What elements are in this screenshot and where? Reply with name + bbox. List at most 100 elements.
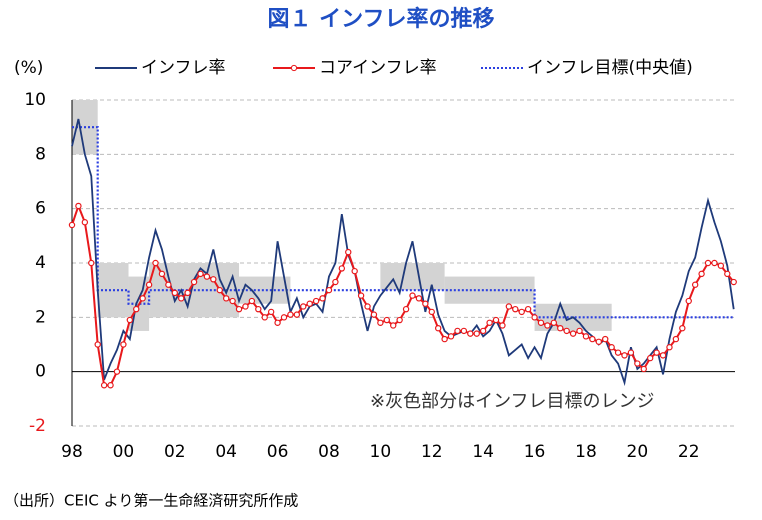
data-point	[582, 333, 590, 340]
data-point	[704, 259, 712, 267]
data-point	[133, 305, 140, 313]
data-point	[447, 333, 455, 340]
data-point	[460, 327, 468, 335]
data-point	[614, 349, 622, 356]
data-point	[120, 341, 127, 348]
data-point	[165, 281, 172, 288]
data-point	[595, 338, 603, 345]
data-point	[280, 314, 288, 321]
data-point	[139, 295, 146, 302]
data-point	[724, 270, 731, 278]
data-point	[287, 311, 294, 318]
data-point	[184, 289, 191, 297]
data-point	[203, 273, 211, 280]
data-point	[197, 270, 204, 278]
data-point	[216, 286, 223, 294]
data-point	[698, 270, 705, 278]
data-point	[88, 259, 95, 267]
data-point	[550, 319, 558, 326]
legend-label: コアインフレ率	[319, 58, 437, 78]
data-point	[602, 335, 609, 343]
x-tick-label: 98	[61, 442, 83, 462]
data-point	[338, 265, 346, 272]
data-point	[68, 221, 76, 229]
data-point	[691, 281, 699, 288]
data-point	[640, 365, 647, 373]
data-point	[441, 335, 448, 343]
data-point	[505, 303, 513, 310]
chart-title: 図１ インフレ率の推移	[268, 6, 495, 32]
x-tick-label: 12	[421, 442, 443, 462]
data-point	[499, 322, 506, 329]
x-tick-label: 18	[575, 442, 597, 462]
data-point	[242, 303, 249, 310]
data-point	[409, 292, 416, 299]
data-point	[679, 325, 686, 332]
data-point	[454, 327, 461, 335]
y-tick-label: 6	[35, 199, 46, 219]
data-point	[100, 382, 108, 389]
data-point	[345, 248, 352, 256]
data-point	[717, 262, 725, 269]
data-point	[434, 325, 442, 332]
data-point	[332, 278, 339, 286]
legend-label: インフレ率	[141, 58, 226, 78]
data-point	[396, 316, 403, 324]
data-point	[402, 305, 410, 313]
data-point	[653, 349, 660, 356]
data-point	[557, 325, 564, 332]
data-point	[255, 305, 262, 313]
x-tick-label: 02	[164, 442, 186, 462]
data-point	[75, 202, 82, 210]
data-point	[210, 276, 217, 283]
data-point	[364, 303, 371, 310]
data-point	[383, 316, 390, 324]
data-point	[563, 327, 570, 335]
data-point	[248, 297, 256, 305]
data-point	[113, 368, 121, 375]
range-band	[380, 263, 445, 291]
x-tick-label: 16	[524, 442, 546, 462]
data-point	[544, 322, 551, 329]
data-point	[634, 360, 641, 367]
data-point	[422, 300, 429, 307]
data-point	[486, 319, 493, 326]
data-point	[107, 382, 114, 389]
data-point	[537, 319, 545, 326]
x-tick-label: 14	[472, 442, 494, 462]
data-point	[492, 316, 500, 324]
data-point	[473, 330, 480, 337]
data-point	[274, 319, 281, 326]
y-axis-label: (%)	[14, 58, 43, 78]
data-point	[711, 259, 718, 267]
legend-label: インフレ目標(中央値)	[527, 58, 693, 78]
data-point	[569, 330, 577, 337]
data-point	[589, 335, 596, 343]
data-point	[524, 305, 532, 313]
annotation: ※灰色部分はインフレ目標のレンジ	[370, 391, 655, 412]
data-point	[357, 292, 365, 299]
legend-marker	[290, 64, 298, 72]
data-point	[319, 295, 326, 302]
data-point	[81, 219, 89, 226]
data-point	[377, 319, 384, 326]
data-point	[518, 308, 525, 316]
data-point	[222, 295, 230, 302]
data-point	[608, 344, 615, 351]
data-point	[306, 300, 313, 307]
x-tick-label: 04	[215, 442, 237, 462]
data-point	[152, 259, 159, 267]
data-point	[351, 267, 358, 275]
data-point	[621, 352, 628, 359]
data-point	[390, 322, 397, 329]
data-point	[171, 289, 178, 297]
y-tick-label: 2	[35, 307, 46, 327]
data-point	[325, 286, 333, 294]
x-tick-label: 20	[627, 442, 649, 462]
data-point	[531, 314, 538, 321]
data-point	[659, 352, 667, 359]
x-tick-label: 06	[267, 442, 289, 462]
data-point	[158, 270, 166, 278]
data-point	[672, 335, 680, 343]
